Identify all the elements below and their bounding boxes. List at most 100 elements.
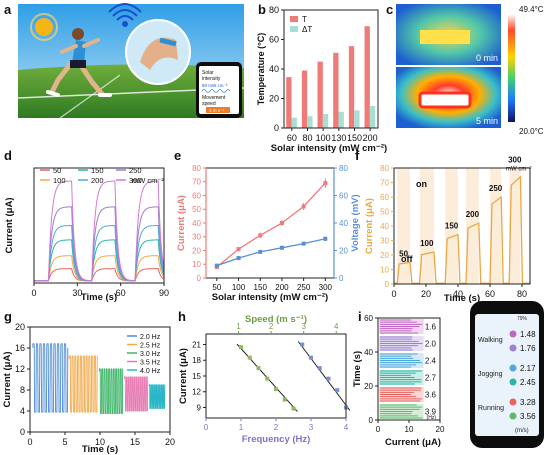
x-tick-label: 10 xyxy=(95,437,105,447)
bar xyxy=(348,46,355,129)
chart-f: 0 10 20 30 40 50 60 70 80 0 20 40 60 80 Current (μA) Ti… xyxy=(364,156,532,304)
y-tick-label: 12 xyxy=(192,388,201,397)
on-window xyxy=(490,168,502,284)
y-tick-label: 30 xyxy=(380,236,389,245)
x2-tick-label: 3 xyxy=(301,322,306,331)
y-tick-label: 0 xyxy=(339,274,344,283)
speed-value: 1.48 xyxy=(520,330,536,339)
y-tick-label: 20 xyxy=(192,246,201,255)
x-tick-label: 60 xyxy=(287,133,297,143)
axis-frame xyxy=(205,333,347,419)
bar xyxy=(354,110,360,128)
runner-icon xyxy=(46,28,112,97)
y-tick-label: 8 xyxy=(20,385,25,395)
y-axis-label: Current (μA) xyxy=(176,195,187,251)
data-point xyxy=(258,249,263,254)
grass-field xyxy=(18,64,244,118)
x-tick-label: 10 xyxy=(405,425,414,434)
y-tick-label: 40 xyxy=(380,222,389,231)
x-tick-label: 250 xyxy=(297,283,311,292)
activity-person-icon xyxy=(509,412,517,420)
x-tick-label: 4 xyxy=(344,423,349,432)
step-annotation: 150 xyxy=(445,222,459,231)
data-point xyxy=(282,397,287,402)
battery-indicator: 79% xyxy=(517,316,528,322)
activity-label: Walking xyxy=(478,337,503,344)
data-point xyxy=(274,387,278,392)
y-tick-label: 40 xyxy=(192,219,201,228)
data-point xyxy=(326,376,331,381)
y-tick-label: 10 xyxy=(192,260,201,269)
y-tick-label: 20 xyxy=(380,251,389,260)
step-annotation-unit: mW cm⁻² xyxy=(506,167,532,173)
on-label: on xyxy=(416,179,427,189)
y-tick-label: 20 xyxy=(364,382,373,391)
on-window xyxy=(445,168,458,284)
series-line xyxy=(393,175,531,284)
y-tick-label: 0 xyxy=(274,123,279,133)
y-tick-label: 16 xyxy=(15,343,25,353)
series-line xyxy=(216,238,326,267)
phone-label: speed xyxy=(202,101,216,107)
panel-letter-a: a xyxy=(4,2,12,17)
x-tick-label: 60 xyxy=(485,289,495,299)
x-axis-label: Time (s) xyxy=(444,293,480,304)
bar xyxy=(301,70,308,128)
y-tick-label: 70 xyxy=(192,178,201,187)
data-point xyxy=(236,247,241,252)
thermal-sample xyxy=(420,30,470,44)
band-frequency: 2.7 xyxy=(425,374,437,383)
x-tick-label: 150 xyxy=(254,283,268,292)
y-tick-label: 40 xyxy=(269,64,279,74)
y-axis-label: Temperature (°C) xyxy=(256,33,266,105)
panel-c-thermal: 0 min 5 min 49.4°C 20.0°C xyxy=(396,4,544,136)
legend-label: 150 xyxy=(91,166,104,175)
x-axis-label: Frequency (Hz) xyxy=(242,434,311,445)
bar xyxy=(317,61,323,128)
series-line xyxy=(34,225,165,282)
activity-person-icon xyxy=(509,398,517,406)
panel-letter-d: d xyxy=(4,148,12,163)
y-tick-label: 20 xyxy=(269,94,279,104)
panel-letter-c: c xyxy=(386,2,393,17)
x-tick-label: 200 xyxy=(363,133,378,143)
x-tick-label: 0 xyxy=(31,288,36,298)
activity-person-icon xyxy=(509,330,517,338)
thermal-sample xyxy=(418,91,472,109)
x-tick-label: 20 xyxy=(165,437,175,447)
activity-person-icon xyxy=(509,364,517,372)
series-line xyxy=(32,343,69,413)
legend-label: 100 xyxy=(53,176,66,185)
x-tick-label: 2 xyxy=(274,423,279,432)
x-tick-label: 0 xyxy=(27,437,32,447)
activity-person-icon xyxy=(509,378,517,386)
y-axis-label: Time (s) xyxy=(352,351,363,387)
bar xyxy=(338,111,344,128)
sun-icon xyxy=(30,13,58,41)
y-tick-label: 60 xyxy=(269,35,279,45)
legend-swatch xyxy=(290,26,298,32)
chart-e: 0 10 20 30 40 50 60 70 80 0 20 40 60 80 50 100 150 200 250… xyxy=(176,164,361,303)
activity-person-icon xyxy=(509,344,517,352)
y-tick-label: 60 xyxy=(380,193,389,202)
step-annotation: 100 xyxy=(420,239,434,248)
y-tick-label: 60 xyxy=(339,191,348,200)
y-tick-label: 30 xyxy=(192,233,201,242)
band-frequency: 3.9 xyxy=(425,408,437,417)
legend-label: 2.0 Hz xyxy=(140,334,161,341)
panel-letter-i: i xyxy=(358,309,362,324)
step-annotation: 300 xyxy=(508,156,522,165)
x-axis-label: Time (s) xyxy=(82,444,118,455)
series-line xyxy=(34,206,165,282)
knee-sensor-icon xyxy=(125,19,191,85)
series-line xyxy=(124,376,148,412)
thermal-label-bottom: 5 min xyxy=(476,116,498,126)
data-point xyxy=(301,204,306,209)
data-point xyxy=(258,233,263,238)
thermal-colorbar xyxy=(508,14,515,122)
bar xyxy=(291,117,297,128)
series-line xyxy=(34,255,165,282)
speed-unit: (m/s) xyxy=(515,428,529,434)
